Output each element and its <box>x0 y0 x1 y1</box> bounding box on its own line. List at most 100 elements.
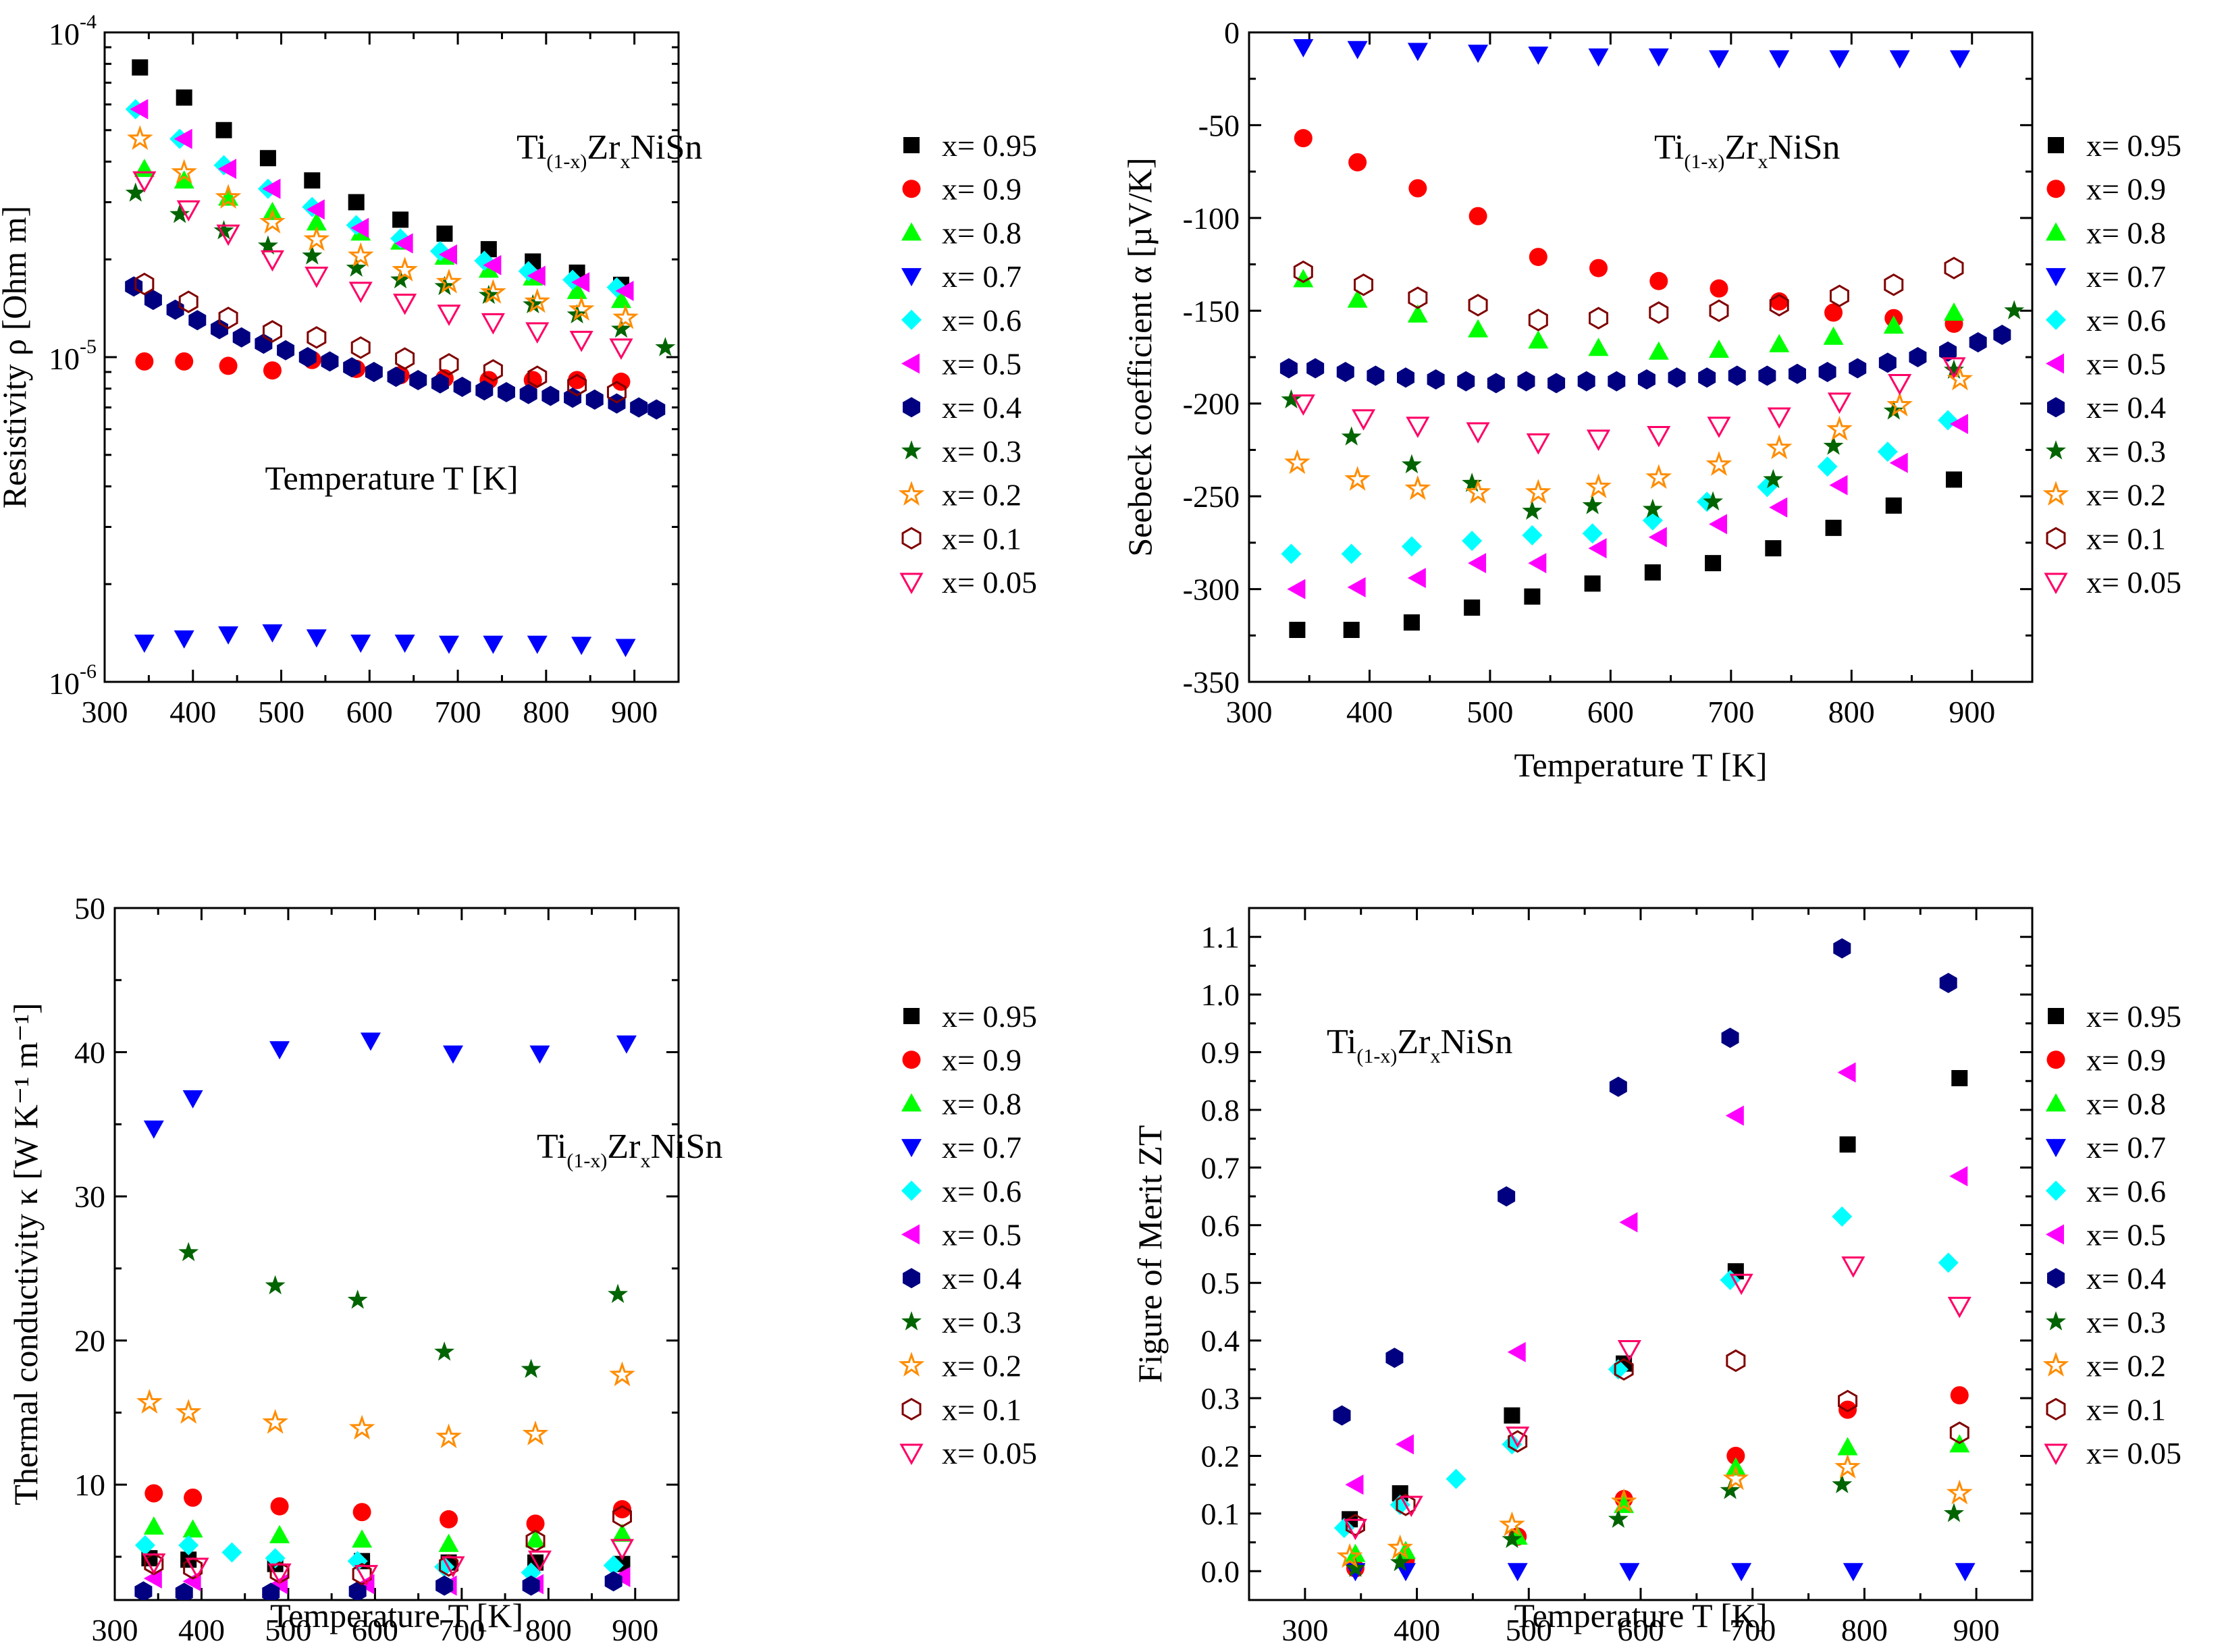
legend-label: x= 0.05 <box>942 1436 1037 1470</box>
data-point <box>1468 45 1489 63</box>
data-point <box>269 1574 288 1595</box>
data-point <box>1838 1389 1858 1413</box>
data-point <box>176 200 201 222</box>
data-point <box>218 626 239 645</box>
data-point <box>1502 1528 1523 1549</box>
legend-label: x= 0.1 <box>2086 521 2166 556</box>
x-tick-label: 500 <box>258 695 305 729</box>
data-point <box>175 1582 193 1600</box>
data-point <box>132 171 157 193</box>
y-axis-title: Seebeck coefficient α [µV/K] <box>1121 157 1159 556</box>
data-point <box>1585 473 1612 498</box>
x-tick-label: 900 <box>612 1613 658 1647</box>
data-point <box>134 1581 153 1600</box>
data-point <box>1837 1062 1856 1083</box>
data-point <box>352 1503 371 1522</box>
data-point <box>134 272 155 296</box>
data-point <box>143 1568 162 1589</box>
data-point <box>439 352 459 376</box>
data-point <box>174 630 194 649</box>
data-point <box>1589 259 1608 277</box>
data-point <box>1944 257 1964 279</box>
data-point <box>262 1409 288 1434</box>
data-point <box>1588 538 1607 559</box>
data-point <box>1769 334 1790 352</box>
y-tick-label: 40 <box>74 1036 105 1070</box>
legend-marker <box>901 309 922 330</box>
data-point <box>171 159 198 184</box>
legend-label: x= 0.6 <box>942 303 1022 338</box>
legend-label: x= 0.2 <box>2086 1349 2166 1383</box>
data-point <box>1614 1358 1634 1381</box>
data-point <box>1462 531 1483 552</box>
data-point <box>1608 1359 1629 1380</box>
data-point <box>1504 1407 1520 1424</box>
data-point <box>1610 1488 1637 1514</box>
data-point <box>1758 365 1776 386</box>
data-point <box>439 635 459 654</box>
data-point <box>298 347 317 367</box>
data-point <box>1843 1563 1863 1582</box>
legend-marker <box>903 137 920 153</box>
data-point <box>184 1488 203 1507</box>
data-point <box>498 381 515 402</box>
data-point <box>435 268 462 294</box>
data-point <box>604 1571 623 1592</box>
data-point <box>571 637 592 656</box>
data-point <box>1668 367 1686 388</box>
data-point <box>527 635 548 654</box>
data-point <box>1949 1421 1969 1445</box>
data-point <box>1427 369 1445 390</box>
y-tick-label: 50 <box>74 891 105 926</box>
legend-marker <box>901 222 922 241</box>
data-point <box>143 1120 164 1139</box>
data-point <box>1289 622 1306 639</box>
data-point <box>647 399 666 420</box>
data-point <box>1468 319 1489 338</box>
data-point <box>1293 38 1314 57</box>
data-point <box>347 1289 368 1309</box>
legend-marker <box>903 397 920 418</box>
legend-label: x= 0.8 <box>942 215 1022 250</box>
legend-label: x= 0.05 <box>2086 565 2181 599</box>
data-point <box>1389 1551 1410 1572</box>
x-tick-label: 500 <box>1506 1613 1552 1647</box>
data-point <box>1969 332 1987 353</box>
x-tick-label: 400 <box>1394 1613 1440 1647</box>
data-point <box>1649 271 1668 290</box>
data-point <box>1336 361 1354 382</box>
data-point <box>260 250 285 272</box>
legend-marker <box>2046 1311 2066 1331</box>
data-points <box>1333 938 1976 1582</box>
data-point <box>1950 1386 1969 1405</box>
y-tick-label: 0.9 <box>1201 1036 1240 1070</box>
legend-label: x= 0.6 <box>942 1174 1022 1208</box>
data-point <box>178 1535 199 1555</box>
data-point <box>571 272 590 293</box>
legend-marker <box>899 572 924 595</box>
legend-label: x= 0.4 <box>942 1261 1022 1296</box>
data-point <box>1336 1543 1363 1568</box>
legend-marker <box>2048 1008 2064 1024</box>
data-point <box>1404 475 1431 500</box>
y-tick-label: 0.7 <box>1201 1150 1240 1185</box>
legend-marker <box>2046 1050 2065 1069</box>
data-point <box>1832 1474 1853 1493</box>
data-points <box>1279 38 2025 639</box>
data-point <box>347 242 374 267</box>
data-point <box>1726 1349 1746 1373</box>
data-point <box>435 1575 454 1596</box>
data-point <box>1586 429 1611 452</box>
legend-marker <box>903 1008 920 1024</box>
data-point <box>350 635 371 654</box>
legend-label: x= 0.95 <box>2086 999 2181 1034</box>
data-point <box>1287 579 1306 599</box>
x-tick-label: 800 <box>1841 1613 1888 1647</box>
data-point <box>1291 394 1315 416</box>
data-point <box>304 172 321 189</box>
data-point <box>1951 1069 1968 1086</box>
legend-label: x= 0.9 <box>2086 172 2166 207</box>
data-point <box>219 356 238 375</box>
data-point <box>1396 1434 1414 1455</box>
data-point <box>613 1499 631 1518</box>
